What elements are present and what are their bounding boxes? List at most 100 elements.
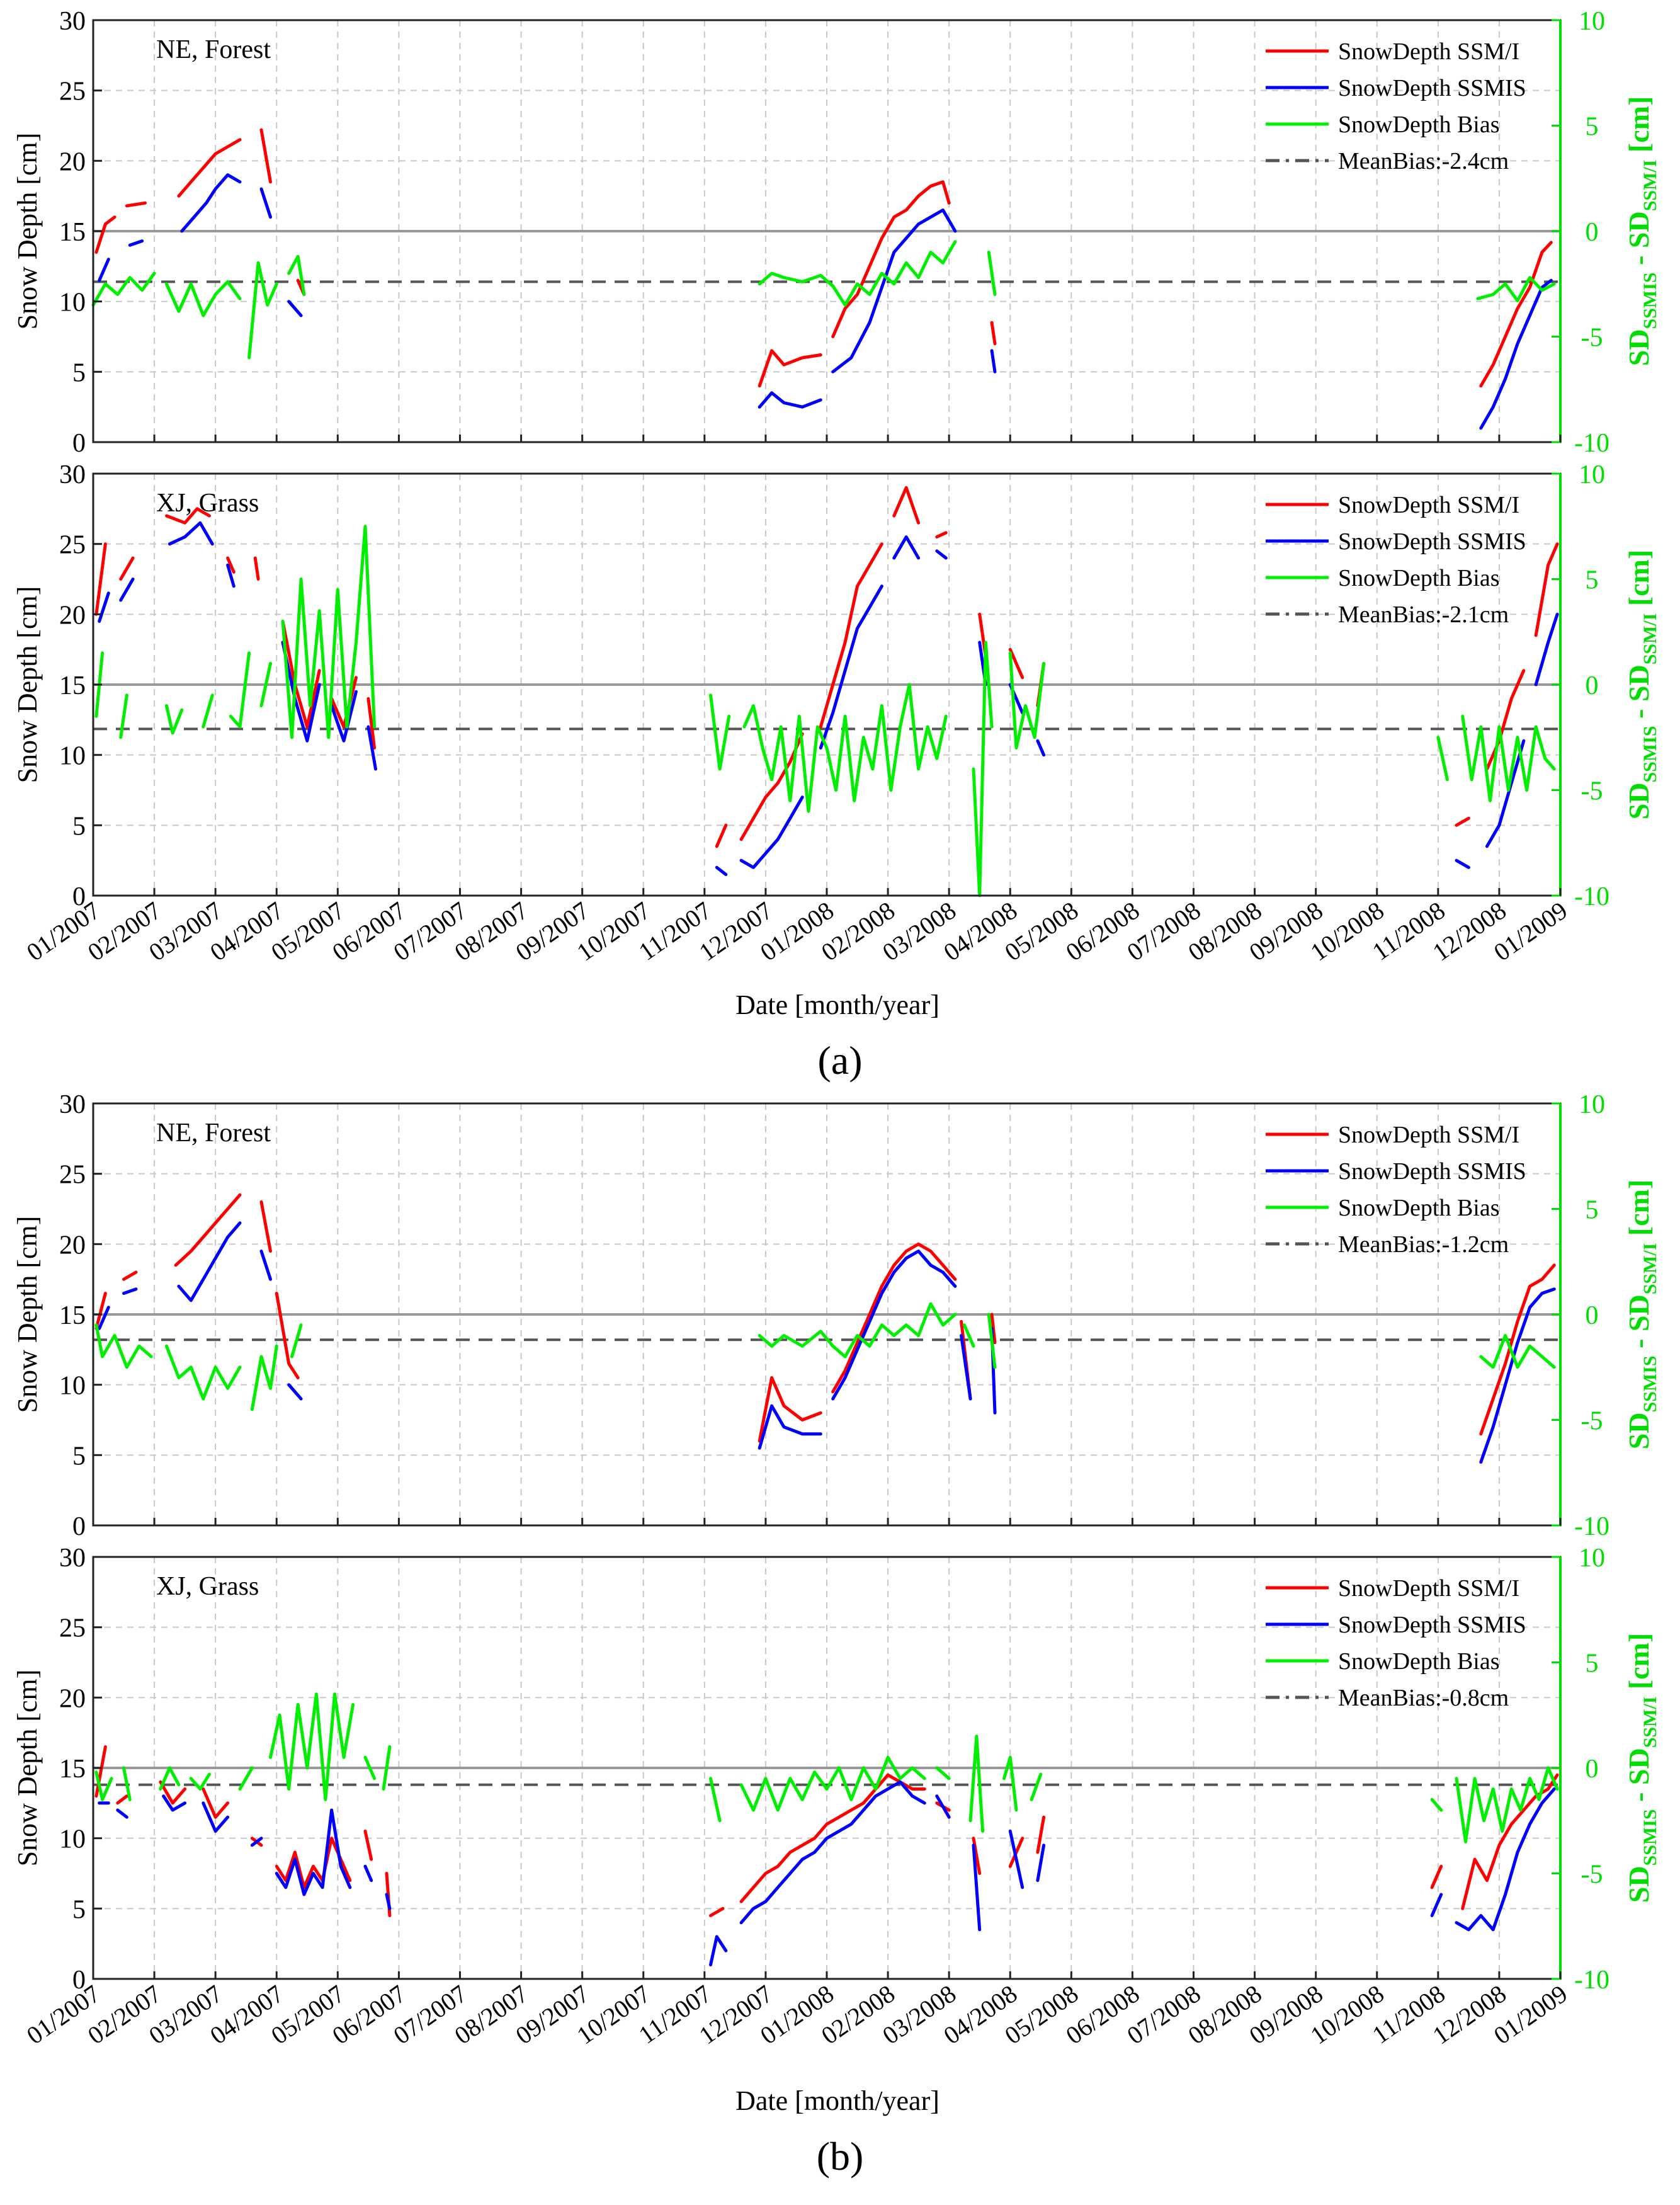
legend-label: SnowDepth SSMIS bbox=[1338, 1158, 1526, 1185]
y-tick-label: 20 bbox=[59, 601, 86, 630]
series-line-segment bbox=[269, 1692, 355, 1801]
series-line-segment bbox=[281, 525, 377, 739]
panel-title: NE, Forest bbox=[156, 35, 271, 64]
series-bias bbox=[94, 1692, 1559, 1843]
series-line-segment bbox=[275, 1808, 352, 1896]
y-tick-label: 5 bbox=[72, 1442, 86, 1471]
series-line-segment bbox=[1030, 1772, 1043, 1801]
series-line-segment bbox=[1479, 241, 1553, 388]
series-line-segment bbox=[709, 1777, 722, 1823]
y-tick-label: 20 bbox=[59, 147, 86, 176]
legend-label: MeanBias:-0.8cm bbox=[1338, 1685, 1509, 1711]
series-line-segment bbox=[990, 321, 997, 346]
y2-tick-label: 5 bbox=[1586, 1196, 1599, 1225]
series-line-segment bbox=[1485, 739, 1526, 848]
y2-tick-label: -5 bbox=[1581, 324, 1603, 353]
series-line-segment bbox=[287, 300, 303, 317]
series-line-segment bbox=[758, 1376, 822, 1443]
series-line-segment bbox=[226, 556, 236, 574]
series-line-segment bbox=[177, 1221, 242, 1302]
y2-tick-label: -5 bbox=[1581, 1860, 1603, 1889]
legend-label: MeanBias:-2.1cm bbox=[1338, 601, 1509, 628]
legend-label: MeanBias:-2.4cm bbox=[1338, 148, 1509, 174]
series-line-segment bbox=[709, 1935, 728, 1967]
y-tick-label: 10 bbox=[59, 742, 86, 771]
y-tick-label: 5 bbox=[72, 358, 86, 387]
y-tick-label: 10 bbox=[59, 1372, 86, 1401]
y2-axis-label: SDSSMIS - SDSSM/I [cm] bbox=[1623, 96, 1660, 367]
series-line-segment bbox=[1479, 1287, 1556, 1464]
series-line-segment bbox=[125, 201, 147, 208]
series-line-segment bbox=[972, 641, 994, 897]
series-line-segment bbox=[960, 1334, 972, 1401]
series-line-segment bbox=[363, 1755, 377, 1781]
series-line-segment bbox=[94, 1770, 113, 1801]
series-line-segment bbox=[1534, 612, 1559, 687]
y2-axis-label-part: SD bbox=[1623, 1866, 1655, 1903]
y2-axis-label-subscript: SSM/I bbox=[1640, 1243, 1660, 1295]
series-line-segment bbox=[819, 542, 883, 729]
series-line-segment bbox=[366, 697, 377, 749]
series-line-segment bbox=[987, 1313, 997, 1369]
series-line-segment bbox=[167, 521, 214, 546]
series-line-segment bbox=[363, 1864, 373, 1883]
series-line-segment bbox=[935, 1766, 951, 1781]
y2-axis-label-part: - SD bbox=[1623, 664, 1655, 726]
caption-b: (b) bbox=[817, 2134, 864, 2179]
series-line-segment bbox=[709, 693, 731, 771]
y-tick-label: 0 bbox=[72, 882, 86, 911]
series-line-segment bbox=[290, 1323, 303, 1359]
panel-title: XJ, Grass bbox=[156, 489, 259, 518]
legend-label: SnowDepth Bias bbox=[1338, 111, 1500, 138]
caption-a: (a) bbox=[817, 1038, 862, 1083]
series-line-segment bbox=[1008, 647, 1024, 680]
series-line-segment bbox=[935, 1794, 951, 1819]
series-line-segment bbox=[1036, 739, 1046, 757]
series-bias bbox=[91, 240, 1556, 360]
y-axis-label: Snow Depth [cm] bbox=[12, 1216, 43, 1413]
y2-tick-label: 10 bbox=[1579, 7, 1605, 36]
series-line-segment bbox=[180, 173, 242, 233]
series-line-segment bbox=[990, 349, 997, 373]
series-line-segment bbox=[281, 641, 321, 743]
series-line-segment bbox=[122, 1287, 138, 1295]
series-line-segment bbox=[739, 1773, 926, 1903]
y-tick-label: 15 bbox=[59, 1755, 86, 1784]
panel-title: XJ, Grass bbox=[156, 1572, 259, 1601]
y2-axis-label-subscript: SSM/I bbox=[1640, 613, 1660, 665]
y2-axis-label-part: SD bbox=[1623, 1412, 1655, 1449]
series-line-segment bbox=[382, 1745, 392, 1791]
y-tick-label: 15 bbox=[59, 671, 86, 700]
y2-tick-label: -10 bbox=[1574, 1512, 1609, 1541]
y2-axis-label-part: - SD bbox=[1623, 1294, 1655, 1355]
series-line-segment bbox=[709, 1906, 725, 1917]
y-tick-label: 10 bbox=[59, 288, 86, 317]
series-line-segment bbox=[1485, 669, 1526, 771]
series-line-segment bbox=[259, 1200, 272, 1253]
series-line-segment bbox=[758, 1404, 822, 1450]
series-line-segment bbox=[831, 1250, 957, 1401]
series-bias bbox=[94, 1302, 1556, 1411]
y2-axis-label-part: - SD bbox=[1623, 1748, 1655, 1809]
y2-tick-label: 10 bbox=[1579, 460, 1605, 489]
series-line-segment bbox=[758, 349, 822, 388]
series-line-segment bbox=[159, 1766, 181, 1791]
series-line-segment bbox=[250, 1837, 263, 1847]
series-line-segment bbox=[1455, 858, 1470, 869]
y-tick-label: 0 bbox=[72, 1512, 86, 1541]
y2-axis-label-part: SD bbox=[1623, 782, 1655, 819]
series-line-segment bbox=[1430, 1798, 1443, 1812]
y2-tick-label: 0 bbox=[1586, 218, 1599, 247]
y2-axis-label-subscript: SSMIS bbox=[1640, 1355, 1660, 1412]
x-axis-label-a: Date [month/year] bbox=[735, 989, 939, 1020]
y2-tick-label: -5 bbox=[1581, 1407, 1603, 1436]
y2-tick-label: 0 bbox=[1586, 671, 1599, 700]
series-line-segment bbox=[165, 1344, 242, 1401]
series-line-segment bbox=[758, 391, 822, 409]
y2-tick-label: -5 bbox=[1581, 777, 1603, 806]
y-tick-label: 25 bbox=[59, 531, 86, 560]
series-line-segment bbox=[1534, 542, 1559, 637]
legend-label: SnowDepth SSM/I bbox=[1338, 1122, 1519, 1148]
y2-tick-label: 5 bbox=[1586, 113, 1599, 142]
series-line-segment bbox=[1430, 1864, 1443, 1889]
